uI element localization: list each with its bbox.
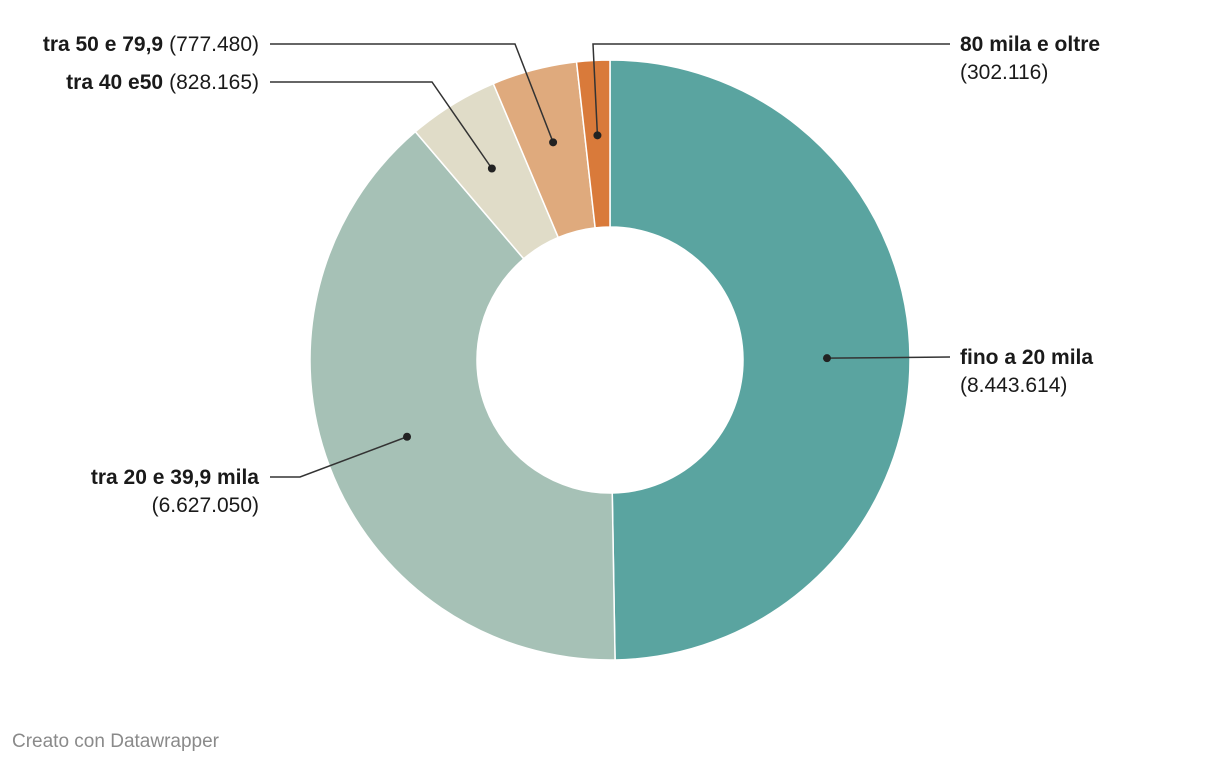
leader-line-80-mila-e-oltre <box>592 43 950 136</box>
slice-label-80-mila-e-oltre: 80 mila e oltre <box>960 33 1100 56</box>
leader-dot-fino-a-20-mila <box>822 354 831 363</box>
slice-value-fino-a-20-mila: (8.443.614) <box>960 374 1067 397</box>
slice-80-mila-e-oltre[interactable] <box>575 59 611 229</box>
footer-credit: Creato con Datawrapper <box>12 731 219 752</box>
slice-label-row-tra-40-e50: tra 40 e50 (828.165) <box>66 71 259 94</box>
slice-label-tra-40-e50: tra 40 e50 <box>66 71 163 94</box>
leader-line-fino-a-20-mila <box>826 356 951 359</box>
leader-dot-tra-40-e50 <box>487 164 496 173</box>
leader-line-tra-20-e-39-9-mila <box>270 436 408 478</box>
leader-dot-80-mila-e-oltre <box>593 131 602 140</box>
slice-value-80-mila-e-oltre: (302.116) <box>960 61 1048 84</box>
leader-lines <box>270 43 951 478</box>
leader-dot-tra-20-e-39-9-mila <box>403 432 412 441</box>
leader-line-tra-50-e-79-9 <box>270 43 554 143</box>
leader-dot-tra-50-e-79-9 <box>549 138 558 147</box>
donut-slices <box>309 59 911 661</box>
slice-value-tra-20-e-39-9-mila: (6.627.050) <box>152 494 259 517</box>
slice-value-tra-40-e50: (828.165) <box>169 71 259 94</box>
slice-tra-20-e-39-9-mila[interactable] <box>309 130 616 661</box>
slice-label-tra-20-e-39-9-mila: tra 20 e 39,9 mila <box>91 466 259 489</box>
slice-label-row-tra-50-e-79-9: tra 50 e 79,9 (777.480) <box>43 33 259 56</box>
slice-fino-a-20-mila[interactable] <box>609 59 911 661</box>
slice-label-tra-50-e-79-9: tra 50 e 79,9 <box>43 33 163 56</box>
slice-value-tra-50-e-79-9: (777.480) <box>169 33 259 56</box>
leader-line-tra-40-e50 <box>270 81 493 169</box>
slice-label-fino-a-20-mila: fino a 20 mila <box>960 346 1093 369</box>
